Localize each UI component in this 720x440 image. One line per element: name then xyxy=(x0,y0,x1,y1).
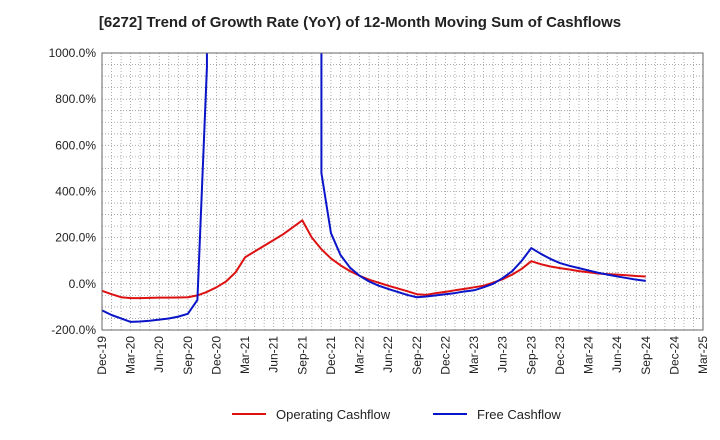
y-tick-label: 200.0% xyxy=(55,231,96,245)
legend-label: Free Cashflow xyxy=(477,407,561,422)
x-tick-label: Jun-20 xyxy=(152,336,166,373)
x-tick-label: Sep-21 xyxy=(295,336,309,375)
x-tick-label: Sep-20 xyxy=(181,336,195,375)
x-tick-label: Sep-24 xyxy=(639,336,653,375)
y-tick-label: 600.0% xyxy=(55,138,96,152)
x-tick-label: Jun-23 xyxy=(496,336,510,373)
x-tick-label: Sep-23 xyxy=(524,336,538,375)
y-tick-label: 1000.0% xyxy=(49,46,97,60)
x-tick-label: Dec-19 xyxy=(95,336,109,375)
series-line-free-cashflow xyxy=(102,53,646,323)
x-tick-label: Mar-24 xyxy=(582,336,596,374)
x-tick-label: Mar-22 xyxy=(353,336,367,374)
series-line-operating-cashflow xyxy=(102,219,646,300)
y-tick-label: 800.0% xyxy=(55,92,96,106)
chart-title: [6272] Trend of Growth Rate (YoY) of 12-… xyxy=(98,14,622,31)
x-tick-label: Dec-22 xyxy=(438,336,452,375)
x-tick-label: Jun-22 xyxy=(381,336,395,373)
y-tick-label: 0.0% xyxy=(69,277,97,291)
x-tick-label: Jun-21 xyxy=(267,336,281,373)
x-tick-label: Dec-21 xyxy=(324,336,338,375)
x-tick-label: Dec-23 xyxy=(553,336,567,375)
x-tick-label: Jun-24 xyxy=(610,336,624,373)
x-tick-label: Sep-22 xyxy=(410,336,424,375)
x-tick-label: Mar-20 xyxy=(124,336,138,374)
legend-label: Operating Cashflow xyxy=(276,407,391,422)
x-tick-label: Mar-23 xyxy=(467,336,481,374)
x-tick-label: Dec-20 xyxy=(209,336,223,375)
x-tick-label: Mar-25 xyxy=(696,336,710,374)
x-tick-label: Mar-21 xyxy=(238,336,252,374)
y-tick-label: -200.0% xyxy=(51,323,96,337)
plot-border xyxy=(101,52,704,331)
x-tick-label: Dec-24 xyxy=(667,336,681,375)
y-tick-label: 400.0% xyxy=(55,185,96,199)
